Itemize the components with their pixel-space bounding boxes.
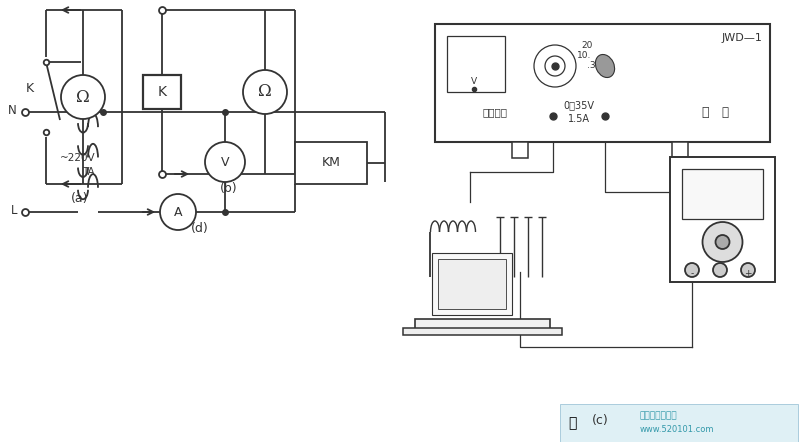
Text: K: K [26, 83, 34, 95]
Circle shape [741, 263, 755, 277]
Bar [295, 142, 367, 184]
Text: (a): (a) [71, 192, 89, 205]
Text: V: V [471, 77, 477, 87]
Circle shape [685, 263, 699, 277]
Bar [432, 253, 512, 315]
Bar [512, 142, 528, 158]
Circle shape [534, 45, 576, 87]
Bar [447, 36, 505, 92]
Text: (c): (c) [592, 414, 608, 427]
Text: 🌡: 🌡 [702, 106, 709, 118]
Circle shape [715, 235, 730, 249]
Text: www.520101.com: www.520101.com [640, 426, 714, 434]
Ellipse shape [595, 54, 614, 77]
Circle shape [545, 56, 565, 76]
Text: Ω: Ω [258, 84, 272, 100]
Text: L: L [10, 203, 17, 217]
Text: 开: 开 [722, 106, 729, 118]
Bar [672, 142, 688, 158]
Bar [682, 169, 763, 219]
Text: 家电维修资料网: 家电维修资料网 [640, 412, 678, 420]
Text: 20: 20 [581, 42, 592, 50]
Bar [143, 75, 181, 109]
Circle shape [205, 142, 245, 182]
Text: (b): (b) [220, 182, 238, 195]
Text: TA: TA [82, 167, 94, 177]
Text: KM: KM [322, 156, 341, 169]
Text: 1.5A: 1.5A [568, 114, 590, 124]
Circle shape [702, 222, 742, 262]
Text: -: - [690, 270, 694, 278]
Bar [670, 157, 775, 282]
Circle shape [243, 70, 287, 114]
Bar [415, 319, 550, 329]
Bar [560, 404, 798, 442]
Text: JWD—1: JWD—1 [721, 33, 762, 43]
Text: 0～35V: 0～35V [563, 100, 594, 110]
Text: K: K [158, 85, 166, 99]
Text: (d): (d) [191, 222, 209, 235]
Text: 10.: 10. [577, 52, 591, 61]
Text: ~220V: ~220V [60, 153, 96, 163]
Text: 📖: 📖 [568, 416, 576, 430]
Text: N: N [8, 103, 17, 117]
Bar [438, 259, 506, 309]
Circle shape [61, 75, 105, 119]
Bar [403, 328, 562, 335]
Circle shape [160, 194, 196, 230]
Text: A: A [174, 206, 182, 218]
Text: .30: .30 [587, 61, 602, 71]
Text: 稳压电源: 稳压电源 [482, 107, 507, 117]
Bar [435, 24, 770, 142]
Circle shape [713, 263, 727, 277]
Text: Ω: Ω [76, 88, 90, 106]
Text: V: V [221, 156, 230, 168]
Text: +: + [744, 270, 752, 278]
